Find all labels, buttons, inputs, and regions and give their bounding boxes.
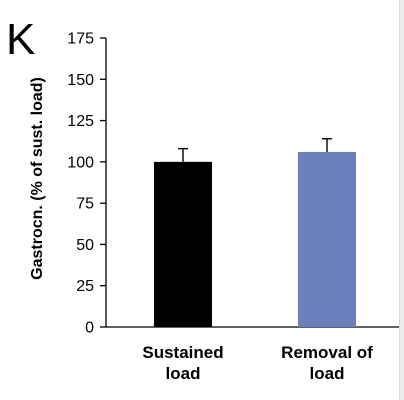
panel-letter: K (6, 15, 35, 64)
category-label: Sustained (142, 343, 223, 362)
y-tick-label: 175 (67, 31, 94, 48)
category-labels: Sustained load Removal of load (142, 343, 373, 383)
bar-1 (154, 161, 212, 327)
y-tick-label: 50 (76, 237, 94, 254)
y-tick-label: 25 (76, 278, 94, 295)
y-axis-title: Gastrocn. (% of sust. load) (29, 77, 46, 280)
y-tick-label: 100 (67, 154, 94, 171)
page-edge (399, 0, 404, 400)
category-label: load (310, 364, 345, 383)
y-tick-label: 0 (85, 320, 94, 337)
bars (154, 151, 356, 327)
y-tick-label: 150 (67, 72, 94, 89)
error-bars (178, 138, 332, 162)
category-label: load (166, 364, 201, 383)
bar-2 (298, 151, 356, 327)
y-tick-label: 125 (67, 113, 94, 130)
category-label: Removal of (281, 343, 373, 362)
y-axis: 0 25 50 75 100 125 150 175 (67, 31, 107, 337)
y-tick-label: 75 (76, 196, 94, 213)
